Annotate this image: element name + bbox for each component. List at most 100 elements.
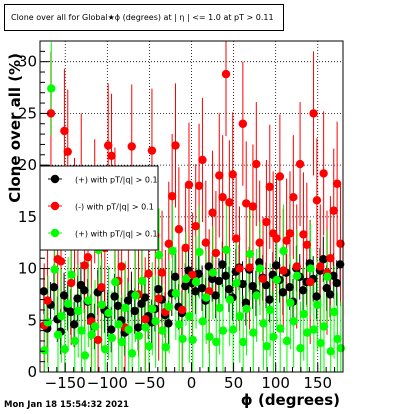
data-point: [298, 286, 308, 295]
y-tick-label: 5: [27, 311, 37, 329]
data-point: [275, 172, 285, 181]
data-point: [238, 119, 248, 128]
data-point: [170, 272, 180, 282]
data-point: [332, 179, 342, 188]
data-point: [111, 277, 120, 287]
x-tick-label: −50: [134, 374, 166, 392]
data-point: [255, 258, 264, 267]
data-point: [272, 234, 281, 243]
data-point: [161, 342, 170, 352]
data-point: [174, 225, 184, 234]
data-point: [221, 69, 231, 79]
data-point: [221, 271, 230, 281]
data-point: [46, 109, 56, 118]
data-point: [309, 109, 318, 118]
data-point: [248, 202, 258, 211]
data-point: [235, 264, 244, 273]
data-point: [167, 191, 177, 201]
y-tick-label: 25: [18, 104, 37, 122]
data-point: [201, 238, 211, 247]
data-point: [326, 347, 335, 356]
data-point: [121, 303, 130, 313]
x-axis-label: ϕ (degrees): [241, 391, 340, 409]
data-point: [73, 294, 82, 303]
data-point: [319, 322, 329, 331]
data-point: [241, 298, 251, 307]
data-point: [148, 304, 157, 314]
data-point: [49, 282, 59, 292]
data-point: [93, 335, 103, 345]
data-point: [100, 345, 110, 354]
data-point: [282, 236, 291, 245]
data-point: [194, 269, 203, 278]
data-point: [279, 246, 288, 256]
data-point: [123, 296, 133, 305]
data-point: [137, 299, 146, 308]
data-point: [323, 272, 332, 282]
data-point: [286, 298, 295, 307]
data-point: [225, 198, 234, 207]
data-point: [147, 146, 157, 155]
data-point: [185, 311, 194, 321]
legend-marker: [50, 201, 60, 211]
data-point: [269, 332, 278, 342]
data-point: [181, 281, 190, 291]
data-point: [299, 309, 308, 319]
data-point: [67, 270, 76, 279]
data-point: [127, 142, 136, 151]
data-point: [265, 295, 274, 304]
data-point: [255, 264, 265, 273]
data-point: [259, 319, 268, 328]
data-point: [84, 296, 93, 305]
data-point: [188, 270, 197, 279]
data-point: [194, 181, 204, 191]
data-point: [302, 240, 312, 249]
data-point: [336, 344, 346, 353]
data-point: [131, 291, 140, 300]
data-point: [285, 282, 294, 292]
data-point: [212, 337, 221, 347]
data-point: [60, 126, 69, 136]
data-point: [140, 293, 150, 302]
data-point: [201, 293, 211, 302]
data-point: [326, 254, 335, 263]
data-point: [63, 147, 72, 156]
data-point: [141, 323, 150, 332]
data-point: [87, 330, 96, 339]
data-point: [302, 328, 312, 337]
data-point: [197, 284, 207, 293]
data-point: [188, 335, 197, 345]
data-point: [97, 300, 106, 309]
data-point: [215, 171, 224, 180]
data-point: [60, 345, 69, 354]
data-point: [69, 320, 79, 329]
data-point: [154, 294, 163, 303]
data-point: [77, 326, 86, 335]
data-point: [332, 278, 341, 288]
data-point: [134, 331, 144, 340]
data-point: [154, 250, 164, 260]
data-point: [191, 287, 200, 296]
data-point: [66, 278, 76, 288]
data-point: [43, 318, 53, 327]
data-point: [296, 344, 305, 353]
data-point: [306, 264, 315, 273]
data-point: [164, 302, 174, 312]
data-point: [218, 192, 227, 202]
data-point: [279, 266, 288, 275]
data-point: [313, 300, 322, 309]
data-point: [157, 268, 167, 277]
data-point: [325, 290, 335, 299]
data-point: [224, 285, 234, 294]
data-point: [80, 286, 89, 295]
legend-box: [39, 165, 159, 251]
data-point: [137, 276, 147, 286]
legend-marker: [50, 174, 60, 184]
data-point: [57, 311, 66, 321]
x-tick-label: 0: [187, 374, 197, 392]
x-tick-label: 150: [303, 374, 332, 392]
data-point: [124, 325, 133, 334]
data-point: [47, 84, 56, 93]
data-point: [276, 324, 285, 333]
data-point: [43, 296, 52, 305]
